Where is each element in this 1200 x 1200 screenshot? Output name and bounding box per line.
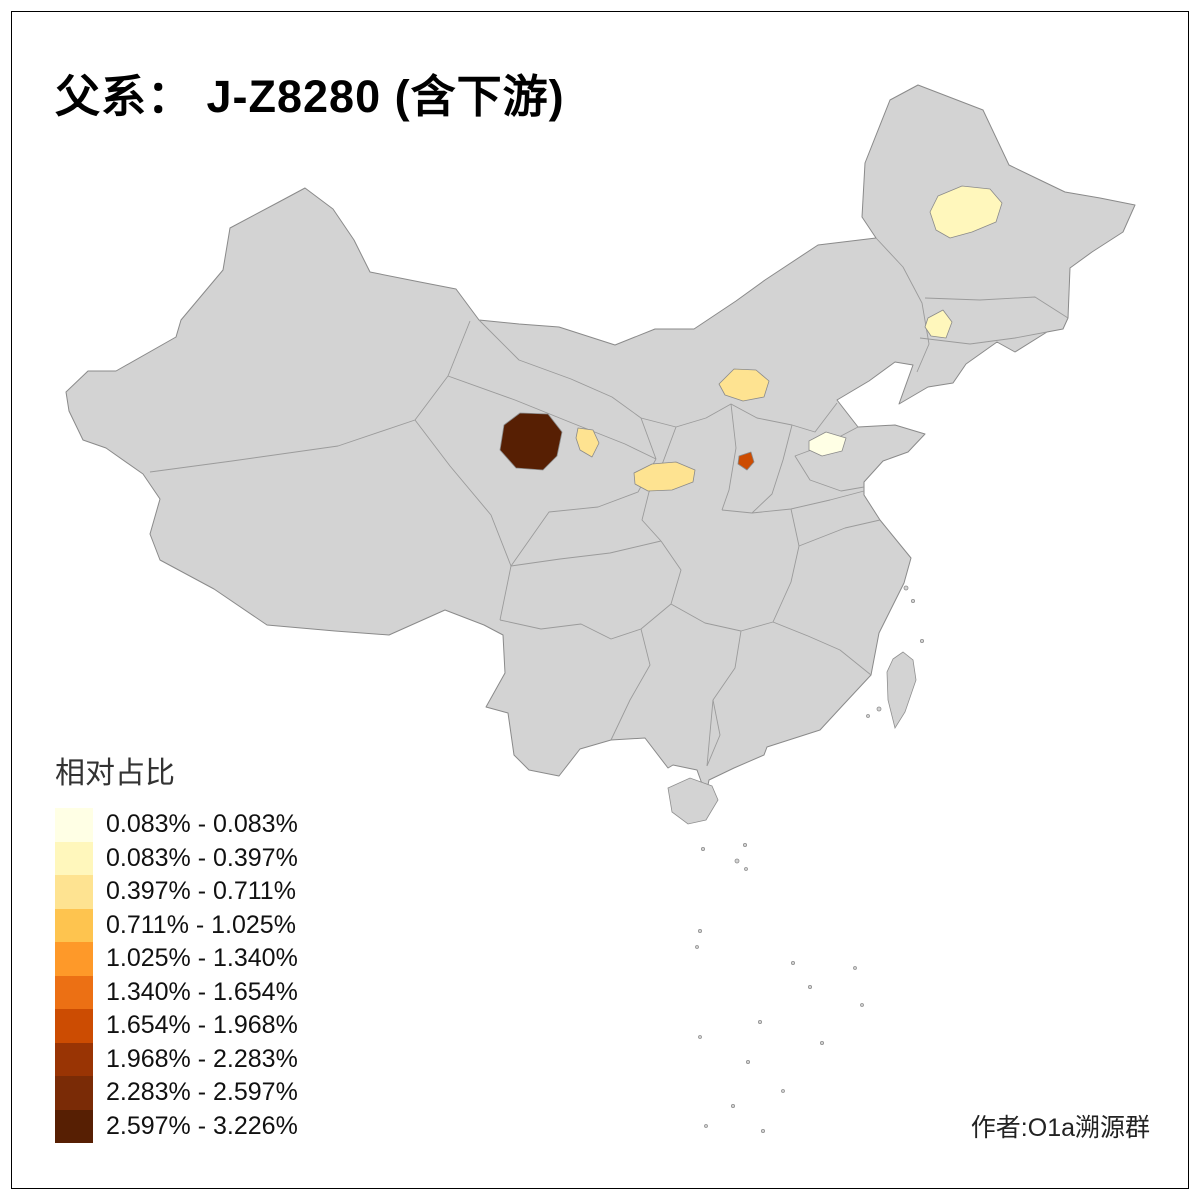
legend-swatch [55, 908, 93, 942]
legend-title: 相对占比 [55, 757, 175, 790]
legend-swatch [55, 808, 93, 842]
legend-swatch [55, 975, 93, 1009]
map-highlight-region [929, 185, 1003, 239]
legend-item: 1.340% - 1.654% [55, 975, 298, 1009]
legend-label: 2.283% - 2.597% [106, 1078, 298, 1107]
map-highlight-region [718, 368, 770, 402]
legend-item: 1.654% - 1.968% [55, 1009, 298, 1043]
legend-label: 1.968% - 2.283% [106, 1044, 298, 1073]
legend-item: 0.397% - 0.711% [55, 875, 298, 909]
legend-item: 2.283% - 2.597% [55, 1076, 298, 1110]
highlight-regions [499, 185, 1003, 492]
map-highlight-region [633, 461, 696, 492]
legend-swatch [55, 1009, 93, 1043]
legend-label: 2.597% - 3.226% [106, 1111, 298, 1140]
legend-swatch [55, 1109, 93, 1143]
legend-swatch [55, 942, 93, 976]
legend-label: 1.654% - 1.968% [106, 1011, 298, 1040]
legend-item: 1.968% - 2.283% [55, 1042, 298, 1076]
legend-label: 0.397% - 0.711% [106, 877, 296, 906]
legend-label: 1.025% - 1.340% [106, 944, 298, 973]
taiwan-island [886, 651, 917, 730]
legend-label: 0.083% - 0.397% [106, 843, 298, 872]
mainland-outline [65, 84, 1136, 796]
legend-item: 0.083% - 0.083% [55, 808, 298, 842]
legend-item: 0.711% - 1.025% [55, 908, 298, 942]
map-highlight-region [924, 309, 953, 339]
page-title: 父系： J-Z8280 (含下游) [55, 71, 565, 122]
south-china-sea-islands [695, 585, 925, 1134]
legend-item: 1.025% - 1.340% [55, 942, 298, 976]
map-highlight-region [575, 427, 600, 458]
legend-label: 0.083% - 0.083% [106, 810, 298, 839]
map-highlight-region [737, 451, 755, 471]
legend-swatch [55, 841, 93, 875]
legend-swatch [55, 1042, 93, 1076]
hainan-island [667, 777, 719, 825]
legend-item: 2.597% - 3.226% [55, 1109, 298, 1143]
legend-item: 0.083% - 0.397% [55, 841, 298, 875]
author-credit: 作者:O1a溯源群 [970, 1114, 1150, 1142]
legend-label: 0.711% - 1.025% [106, 910, 296, 939]
legend-label: 1.340% - 1.654% [106, 977, 298, 1006]
map-highlight-region [499, 412, 563, 471]
legend-swatch [55, 875, 93, 909]
map-highlight-region [808, 431, 847, 457]
legend: 相对占比 0.083% - 0.083% 0.083% - 0.397% 0.3… [55, 748, 298, 1143]
legend-swatch [55, 1076, 93, 1110]
legend-rows: 0.083% - 0.083% 0.083% - 0.397% 0.397% -… [55, 808, 298, 1143]
